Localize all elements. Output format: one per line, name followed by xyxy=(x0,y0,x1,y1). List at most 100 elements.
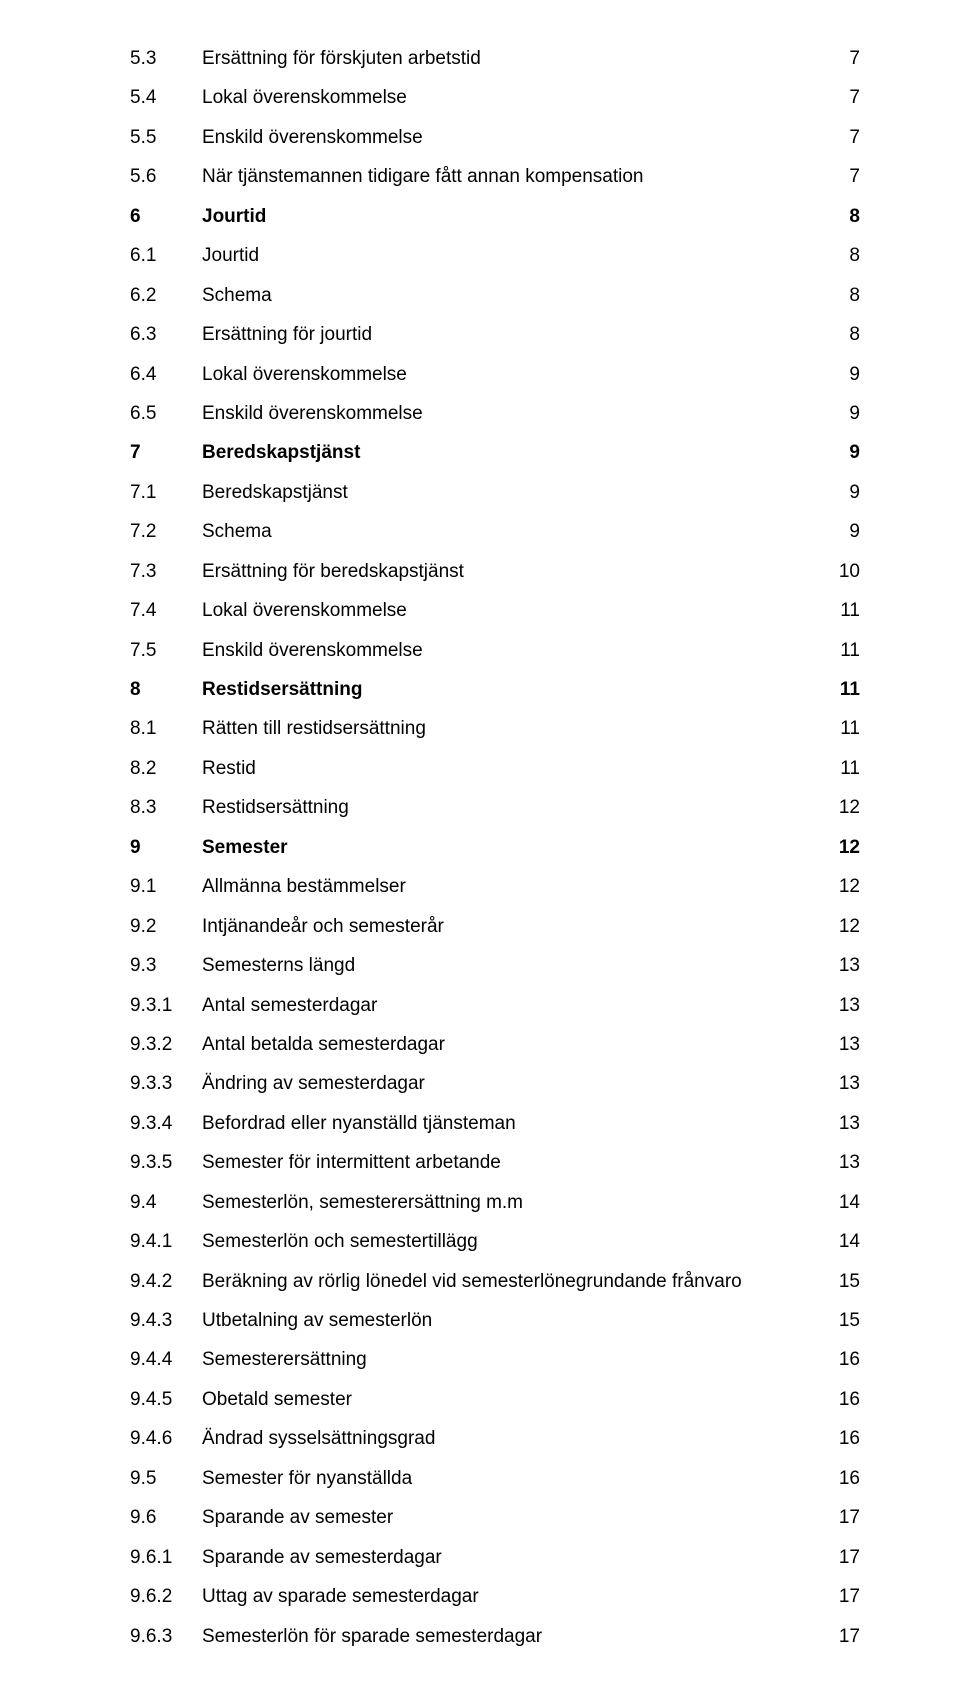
toc-title: Lokal överenskommelse xyxy=(202,596,407,625)
toc-title: Ersättning för jourtid xyxy=(202,320,372,349)
toc-title: Restid xyxy=(202,754,256,783)
toc-title: Semesterlön och semestertillägg xyxy=(202,1227,478,1256)
toc-number: 9.3.3 xyxy=(130,1069,202,1098)
toc-number: 9.4.3 xyxy=(130,1306,202,1335)
toc-page-number: 8 xyxy=(834,320,860,349)
toc-row: 6.5Enskild överenskommelse 9 xyxy=(130,399,860,428)
toc-number: 9.4.5 xyxy=(130,1385,202,1414)
toc-title: Sparande av semesterdagar xyxy=(202,1543,442,1572)
toc-title: Obetald semester xyxy=(202,1385,352,1414)
toc-title: Befordrad eller nyanställd tjänsteman xyxy=(202,1109,516,1138)
toc-title: Enskild överenskommelse xyxy=(202,636,423,665)
toc-title: Semesterlön för sparade semesterdagar xyxy=(202,1622,542,1651)
toc-title: Semesterns längd xyxy=(202,951,355,980)
toc-page-number: 9 xyxy=(834,478,860,507)
toc-page-number: 9 xyxy=(834,438,860,467)
toc-row: 7.2Schema9 xyxy=(130,517,860,546)
toc-title: Sparande av semester xyxy=(202,1503,393,1532)
toc-page-number: 7 xyxy=(834,83,860,112)
toc-number: 9.6.3 xyxy=(130,1622,202,1651)
toc-page-number: 13 xyxy=(834,1109,860,1138)
toc-row: 9.6Sparande av semester17 xyxy=(130,1503,860,1532)
toc-title: Intjänandeår och semesterår xyxy=(202,912,444,941)
toc-number: 5.5 xyxy=(130,123,202,152)
toc-page-number: 11 xyxy=(834,675,860,704)
toc-title: Semesterersättning xyxy=(202,1345,367,1374)
toc-number: 8 xyxy=(130,675,202,704)
toc-title: Enskild överenskommelse xyxy=(202,399,423,428)
toc-title: Beredskapstjänst xyxy=(202,478,348,507)
toc-number: 6.3 xyxy=(130,320,202,349)
toc-row: 5.3Ersättning för förskjuten arbetstid 7 xyxy=(130,44,860,73)
toc-row: 7.5Enskild överenskommelse11 xyxy=(130,636,860,665)
toc-number: 9.4.6 xyxy=(130,1424,202,1453)
toc-number: 7.3 xyxy=(130,557,202,586)
toc-page-number: 17 xyxy=(834,1543,860,1572)
toc-number: 9.6 xyxy=(130,1503,202,1532)
toc-page-number: 9 xyxy=(834,399,860,428)
toc-title: Rätten till restidsersättning xyxy=(202,714,426,743)
toc-title: Ändrad sysselsättningsgrad xyxy=(202,1424,435,1453)
toc-title: Semesterlön, semesterersättning m.m xyxy=(202,1188,523,1217)
toc-title: Ersättning för förskjuten arbetstid xyxy=(202,44,481,73)
toc-title: Lokal överenskommelse xyxy=(202,360,407,389)
toc-page-number: 12 xyxy=(834,833,860,862)
toc-title: Jourtid xyxy=(202,202,266,231)
toc-row: 9.2Intjänandeår och semesterår12 xyxy=(130,912,860,941)
toc-page: 5.3Ersättning för förskjuten arbetstid75… xyxy=(0,0,960,1705)
toc-title: När tjänstemannen tidigare fått annan ko… xyxy=(202,162,644,191)
toc-page-number: 9 xyxy=(834,360,860,389)
toc-number: 9.6.1 xyxy=(130,1543,202,1572)
toc-number: 8.2 xyxy=(130,754,202,783)
toc-row: 9.4.3Utbetalning av semesterlön15 xyxy=(130,1306,860,1335)
toc-number: 5.4 xyxy=(130,83,202,112)
toc-number: 6.4 xyxy=(130,360,202,389)
toc-title: Enskild överenskommelse xyxy=(202,123,423,152)
toc-number: 6.2 xyxy=(130,281,202,310)
toc-row: 9.6.1Sparande av semesterdagar 17 xyxy=(130,1543,860,1572)
toc-page-number: 14 xyxy=(834,1227,860,1256)
toc-title: Semester för intermittent arbetande xyxy=(202,1148,501,1177)
toc-number: 7 xyxy=(130,438,202,467)
toc-number: 9.3 xyxy=(130,951,202,980)
toc-title: Antal semesterdagar xyxy=(202,991,377,1020)
toc-page-number: 16 xyxy=(834,1345,860,1374)
toc-row: 9.3.5Semester för intermittent arbetande… xyxy=(130,1148,860,1177)
toc-row: 7Beredskapstjänst9 xyxy=(130,438,860,467)
toc-page-number: 12 xyxy=(834,793,860,822)
toc-number: 9.3.5 xyxy=(130,1148,202,1177)
toc-title: Lokal överenskommelse xyxy=(202,83,407,112)
toc-row: 7.1Beredskapstjänst9 xyxy=(130,478,860,507)
table-of-contents: 5.3Ersättning för förskjuten arbetstid75… xyxy=(130,44,860,1651)
toc-page-number: 17 xyxy=(834,1622,860,1651)
toc-page-number: 9 xyxy=(834,517,860,546)
toc-row: 9.3.3Ändring av semesterdagar 13 xyxy=(130,1069,860,1098)
toc-title: Allmänna bestämmelser xyxy=(202,872,406,901)
toc-number: 9.5 xyxy=(130,1464,202,1493)
toc-number: 7.4 xyxy=(130,596,202,625)
toc-title: Semester för nyanställda xyxy=(202,1464,412,1493)
toc-title: Uttag av sparade semesterdagar xyxy=(202,1582,479,1611)
toc-number: 9.4.2 xyxy=(130,1267,202,1296)
toc-page-number: 8 xyxy=(834,202,860,231)
toc-number: 6.5 xyxy=(130,399,202,428)
toc-title: Utbetalning av semesterlön xyxy=(202,1306,432,1335)
toc-row: 9.4.2Beräkning av rörlig lönedel vid sem… xyxy=(130,1267,860,1296)
toc-page-number: 8 xyxy=(834,241,860,270)
toc-title: Ändring av semesterdagar xyxy=(202,1069,425,1098)
toc-row: 9.6.2Uttag av sparade semesterdagar17 xyxy=(130,1582,860,1611)
toc-page-number: 16 xyxy=(834,1385,860,1414)
toc-number: 7.5 xyxy=(130,636,202,665)
toc-row: 8.1Rätten till restidsersättning11 xyxy=(130,714,860,743)
toc-row: 9.4.4Semesterersättning16 xyxy=(130,1345,860,1374)
toc-page-number: 7 xyxy=(834,44,860,73)
toc-title: Semester xyxy=(202,833,288,862)
toc-number: 5.3 xyxy=(130,44,202,73)
toc-number: 6 xyxy=(130,202,202,231)
toc-row: 8.3Restidsersättning12 xyxy=(130,793,860,822)
toc-page-number: 16 xyxy=(834,1424,860,1453)
toc-row: 9.1Allmänna bestämmelser12 xyxy=(130,872,860,901)
toc-page-number: 13 xyxy=(834,1069,860,1098)
toc-row: 9.3Semesterns längd13 xyxy=(130,951,860,980)
toc-title: Jourtid xyxy=(202,241,259,270)
